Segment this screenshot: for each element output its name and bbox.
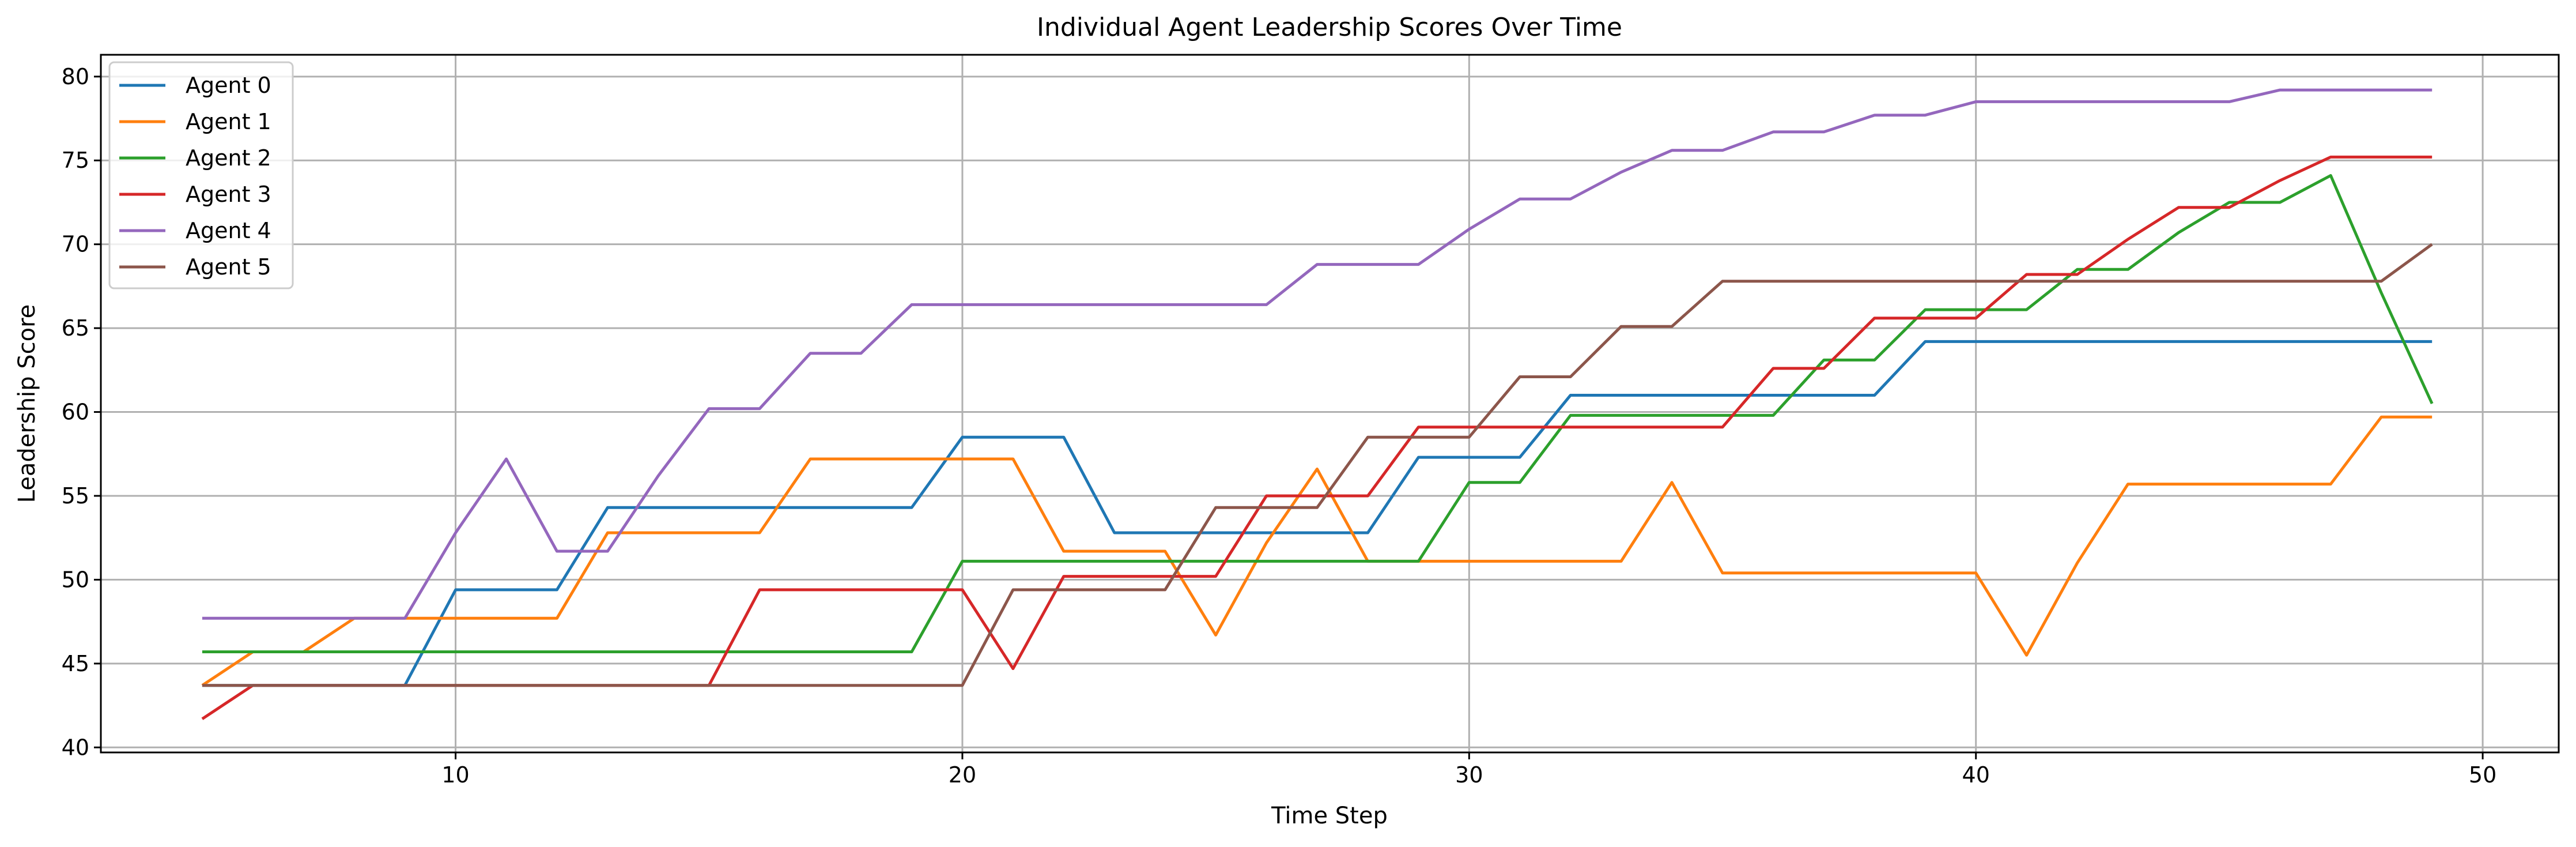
legend: Agent 0 Agent 1 Agent 2 Agent 3 Agent 4 Agent… <box>108 61 294 289</box>
y-tick-label: 60 <box>62 400 89 425</box>
series-line-agent-2 <box>202 174 2434 653</box>
y-tick-label: 45 <box>62 651 89 676</box>
chart-title: Individual Agent Leadership Scores Over … <box>1037 13 1622 42</box>
x-tick-label: 20 <box>949 762 976 788</box>
series-line-agent-4 <box>202 88 2433 620</box>
x-axis-label: Time Step <box>1271 803 1388 829</box>
y-tick-label: 70 <box>62 232 89 257</box>
series-lines <box>201 88 2434 720</box>
series-line-agent-1 <box>201 415 2433 687</box>
y-tick-label: 50 <box>62 567 89 592</box>
x-tick-label: 50 <box>2469 762 2496 788</box>
legend-label-agent-5: Agent 5 <box>186 254 271 280</box>
x-tick-label: 40 <box>1962 762 1990 788</box>
y-axis-label: Leadership Score <box>14 304 40 503</box>
grid-lines <box>101 55 2559 752</box>
y-tick-label: 80 <box>62 64 89 89</box>
legend-label-agent-1: Agent 1 <box>186 109 271 134</box>
x-tick-label: 10 <box>441 762 469 788</box>
y-tick-label: 65 <box>62 315 89 341</box>
legend-label-agent-4: Agent 4 <box>186 218 271 243</box>
plot-frame <box>100 54 2560 754</box>
legend-label-agent-2: Agent 2 <box>186 145 271 171</box>
series-line-agent-3 <box>201 155 2433 720</box>
legend-label-agent-0: Agent 0 <box>186 73 271 98</box>
x-tick-label: 30 <box>1455 762 1483 788</box>
axis-ticks: 10 20 30 40 50 40 45 50 55 60 65 70 75 80 <box>62 64 2497 788</box>
legend-label-agent-3: Agent 3 <box>186 182 271 207</box>
y-tick-label: 55 <box>62 483 89 509</box>
y-tick-label: 40 <box>62 735 89 760</box>
series-line-agent-0 <box>202 340 2433 687</box>
y-tick-label: 75 <box>62 148 89 173</box>
series-line-agent-5 <box>202 243 2433 687</box>
